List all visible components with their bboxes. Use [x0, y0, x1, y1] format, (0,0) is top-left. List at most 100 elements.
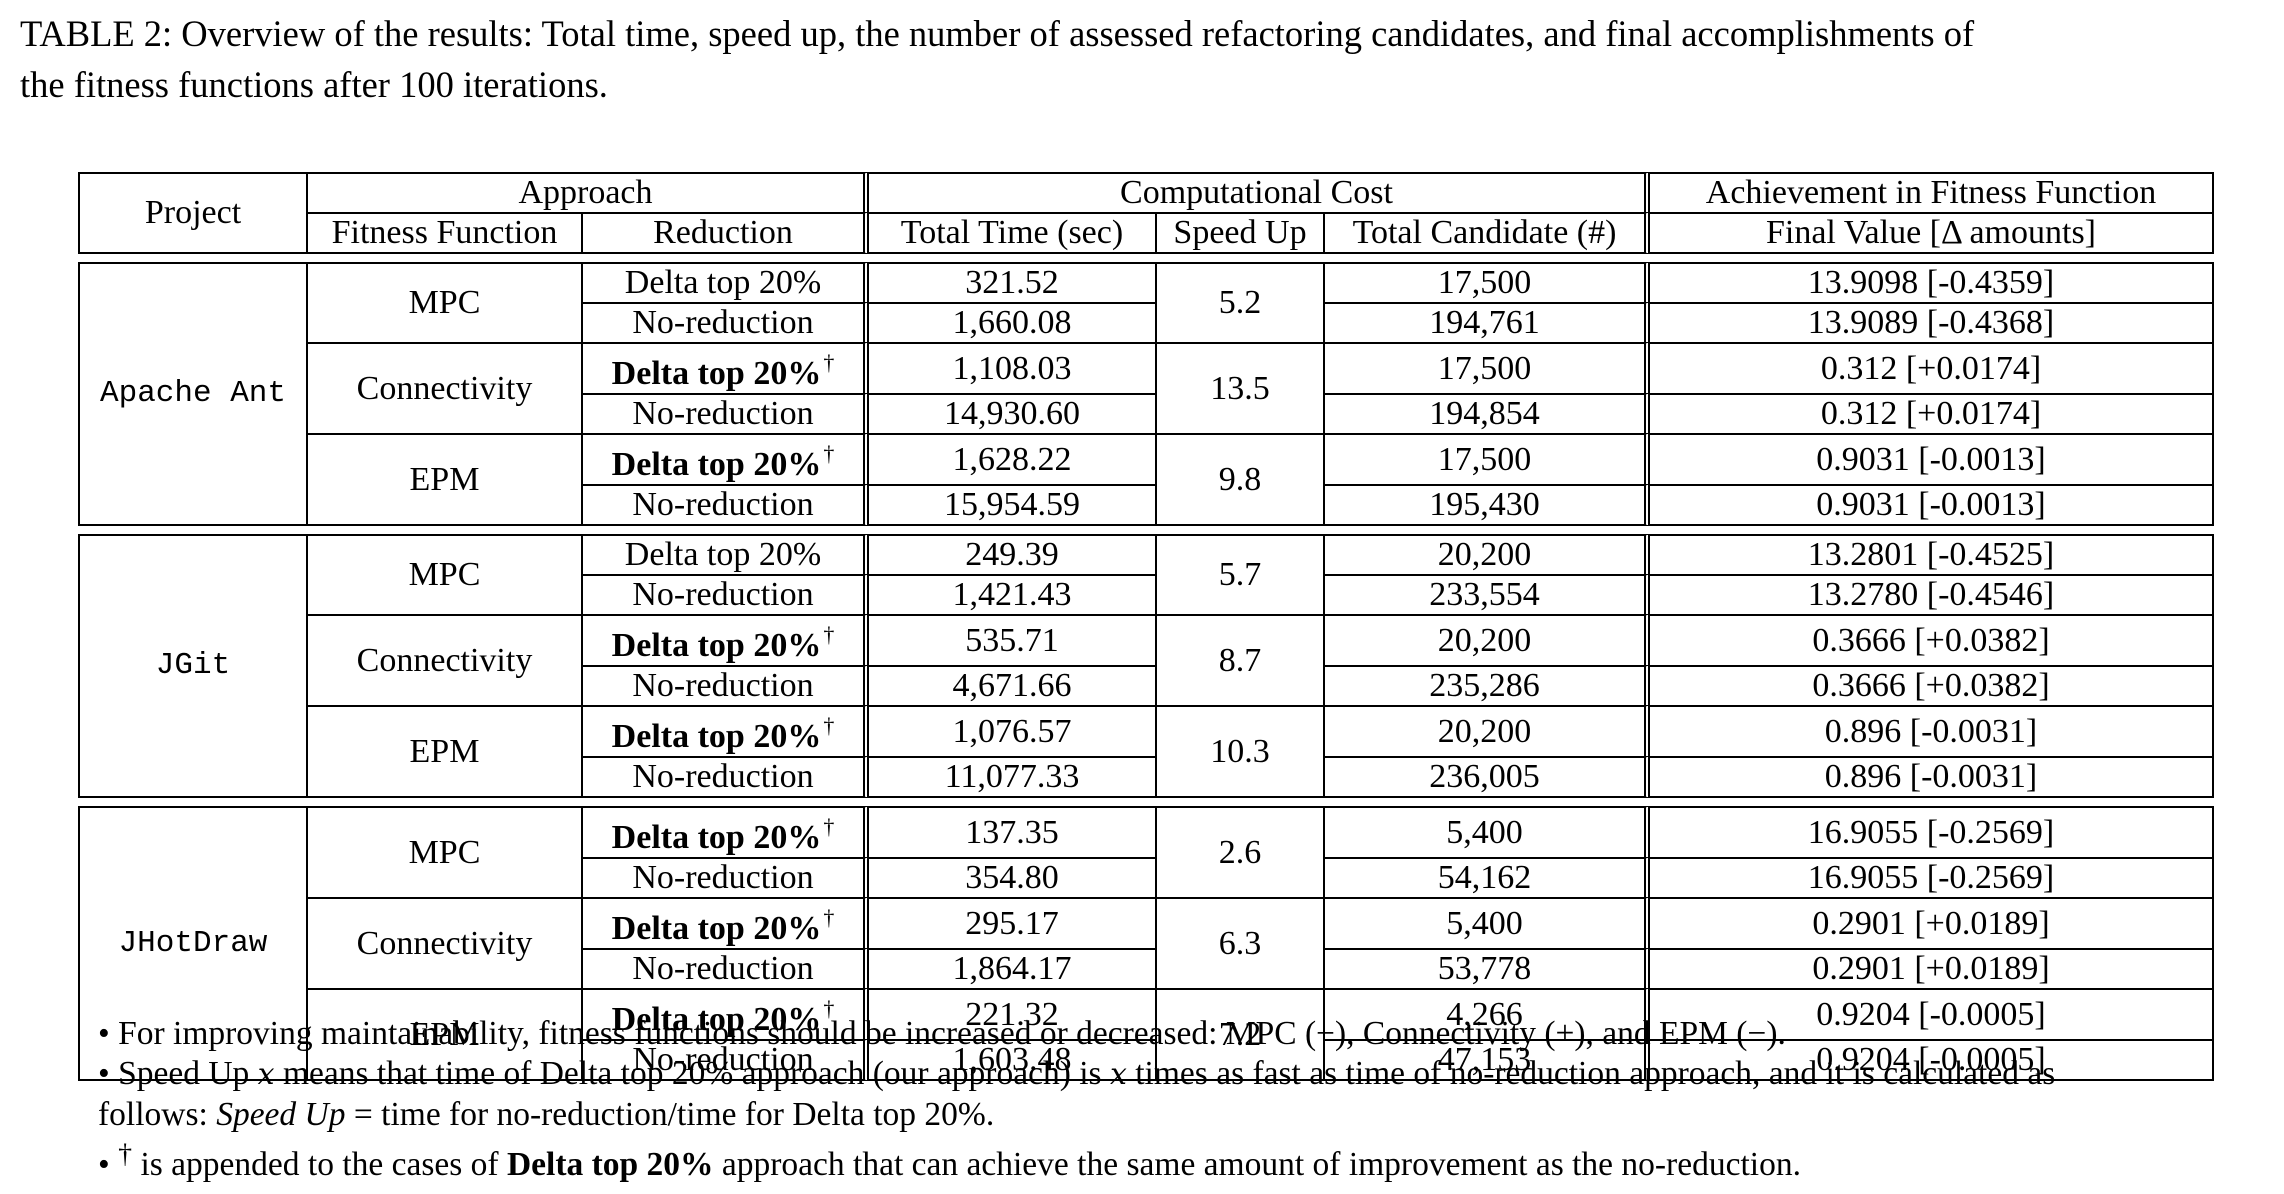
final-value: 13.2780 [-0.4546]	[1650, 574, 2214, 614]
total-time-value: 1,076.57	[869, 705, 1157, 756]
reduction-label: Delta top 20%†	[583, 806, 869, 857]
final-value: 0.9031 [-0.0013]	[1650, 484, 2214, 526]
total-time-value: 1,660.08	[869, 302, 1157, 342]
total-candidate-value: 195,430	[1325, 484, 1650, 526]
total-candidate-value: 47,153	[1325, 1039, 1650, 1081]
table-row: No-reduction 14,930.60 194,854 0.312 [+0.01…	[78, 393, 2214, 433]
table-row: No-reduction 1,421.43 233,554 13.2780 [-0.4…	[78, 574, 2214, 614]
project-name: Apache Ant	[78, 262, 308, 526]
reduction-label: No-reduction	[583, 1039, 869, 1081]
project-name: JHotDraw	[78, 806, 308, 1081]
final-value: 0.2901 [+0.0189]	[1650, 897, 2214, 948]
reduction-text: Delta top 20%	[611, 1001, 822, 1038]
reduction-label: No-reduction	[583, 484, 869, 526]
total-time-value: 321.52	[869, 262, 1157, 302]
reduction-label: Delta top 20%†	[583, 433, 869, 484]
reduction-label: Delta top 20%†	[583, 614, 869, 665]
final-value: 0.896 [-0.0031]	[1650, 756, 2214, 798]
total-time-value: 15,954.59	[869, 484, 1157, 526]
reduction-text: Delta top 20%	[611, 819, 822, 856]
fitness-function-name: MPC	[308, 262, 583, 342]
total-candidate-value: 233,554	[1325, 574, 1650, 614]
table-row: Apache Ant MPC Delta top 20% 321.52 5.2 17,50…	[78, 262, 2214, 526]
note-1-text: For improving maintainability, fitness f…	[118, 1015, 1786, 1052]
fitness-function-name: EPM	[308, 988, 583, 1081]
header-total-time: Total Time (sec)	[869, 212, 1157, 254]
total-time-value: 221.32	[869, 988, 1157, 1039]
total-time-value: 1,864.17	[869, 948, 1157, 988]
note-2-part-c: times as fast as time of no-reduction ap…	[1126, 1055, 2056, 1092]
final-value: 13.9089 [-0.4368]	[1650, 302, 2214, 342]
final-value: 0.896 [-0.0031]	[1650, 705, 2214, 756]
header-row-2: Fitness Function Reduction Total Time (s…	[78, 212, 2214, 254]
group-spacer	[78, 526, 2214, 534]
total-candidate-value: 53,778	[1325, 948, 1650, 988]
fitness-function-name: Connectivity	[308, 614, 583, 705]
dagger-mark: †	[823, 713, 835, 738]
final-value: 0.312 [+0.0174]	[1650, 393, 2214, 433]
dagger-mark: †	[823, 441, 835, 466]
header-row-1: Project Approach Computational Cost Achi…	[78, 172, 2214, 254]
reduction-label: Delta top 20%	[583, 534, 869, 574]
reduction-label: Delta top 20%†	[583, 897, 869, 948]
header-speed-up: Speed Up	[1157, 212, 1325, 254]
note-2-continuation: follows: Speed Up = time for no-reductio…	[98, 1095, 2238, 1135]
note-3: • † is appended to the cases of Delta to…	[98, 1135, 2238, 1185]
reduction-text: Delta top 20%	[611, 627, 822, 664]
reduction-label: Delta top 20%†	[583, 705, 869, 756]
total-time-value: 249.39	[869, 534, 1157, 574]
final-value: 0.3666 [+0.0382]	[1650, 614, 2214, 665]
speed-up-value: 7.2	[1157, 988, 1325, 1081]
final-value: 0.9204 [-0.0005]	[1650, 1039, 2214, 1081]
reduction-label: No-reduction	[583, 857, 869, 897]
total-candidate-value: 54,162	[1325, 857, 1650, 897]
project-name: JGit	[78, 534, 308, 798]
group-spacer	[78, 254, 2214, 262]
total-time-value: 1,421.43	[869, 574, 1157, 614]
total-time-value: 1,628.22	[869, 433, 1157, 484]
table-row: EPM Delta top 20%† 1,076.57 10.3 20,200 0.896…	[78, 705, 2214, 798]
final-value: 13.9098 [-0.4359]	[1650, 262, 2214, 302]
total-candidate-value: 17,500	[1325, 262, 1650, 302]
header-fitness-function: Fitness Function	[308, 212, 583, 254]
total-candidate-value: 17,500	[1325, 433, 1650, 484]
total-candidate-value: 194,761	[1325, 302, 1650, 342]
table-notes: • For improving maintainability, fitness…	[98, 1014, 2238, 1185]
table-row: No-reduction 4,671.66 235,286 0.3666 [+0.03…	[78, 665, 2214, 705]
total-time-value: 11,077.33	[869, 756, 1157, 798]
dagger-mark: †	[823, 996, 835, 1021]
reduction-label: No-reduction	[583, 302, 869, 342]
note-2-part-e: = time for no-reduction/time for Delta t…	[345, 1096, 995, 1133]
header-achievement: Achievement in Fitness Function	[1650, 172, 2214, 212]
table-row: No-reduction 11,077.33 236,005 0.896 [-0.00…	[78, 756, 2214, 798]
speed-up-value: 2.6	[1157, 806, 1325, 897]
reduction-label: No-reduction	[583, 665, 869, 705]
reduction-label: No-reduction	[583, 948, 869, 988]
final-value: 0.312 [+0.0174]	[1650, 342, 2214, 393]
dagger-mark: †	[823, 814, 835, 839]
total-time-value: 354.80	[869, 857, 1157, 897]
total-time-value: 14,930.60	[869, 393, 1157, 433]
total-time-value: 535.71	[869, 614, 1157, 665]
table-row: EPM Delta top 20%† 221.32 7.2 4,266 0.9204 [-…	[78, 988, 2214, 1081]
note-2-part-d: follows:	[98, 1096, 217, 1133]
reduction-label: No-reduction	[583, 574, 869, 614]
total-time-value: 295.17	[869, 897, 1157, 948]
reduction-text: Delta top 20%	[611, 718, 822, 755]
total-time-value: 1,108.03	[869, 342, 1157, 393]
note-bullet: •	[98, 1015, 110, 1052]
total-candidate-value: 194,854	[1325, 393, 1650, 433]
math-x: x	[1109, 1057, 1127, 1092]
speed-up-value: 5.2	[1157, 262, 1325, 342]
total-candidate-value: 20,200	[1325, 534, 1650, 574]
final-value: 0.9031 [-0.0013]	[1650, 433, 2214, 484]
table-row: Connectivity Delta top 20%† 1,108.03 13.5 17…	[78, 342, 2214, 433]
note-bullet: •	[98, 1055, 110, 1092]
table-row: Connectivity Delta top 20%† 535.71 8.7 20,20…	[78, 614, 2214, 705]
header-approach: Approach	[308, 172, 869, 212]
group-spacer	[78, 798, 2214, 806]
caption-line-1: TABLE 2: Overview of the results: Total …	[20, 13, 1975, 54]
note-2: • Speed Up x means that time of Delta to…	[98, 1054, 2238, 1095]
math-x: x	[257, 1057, 275, 1092]
reduction-text: Delta top 20%	[611, 446, 822, 483]
